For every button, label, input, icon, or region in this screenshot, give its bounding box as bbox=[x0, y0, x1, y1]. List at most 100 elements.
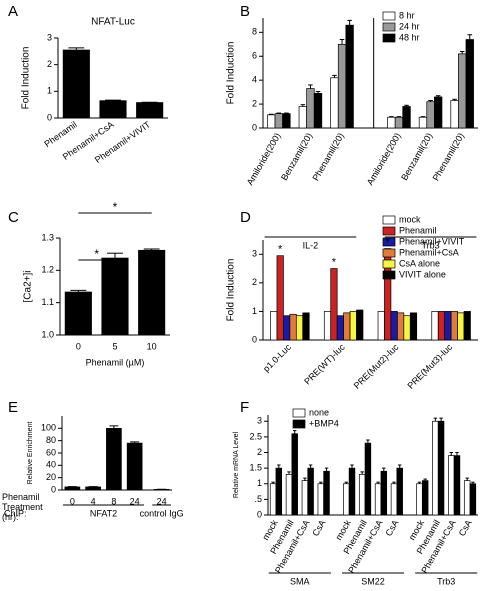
bar bbox=[458, 53, 467, 129]
bar bbox=[302, 312, 310, 341]
x-tick-label: CsA bbox=[310, 518, 327, 538]
y-tick-label: 2 bbox=[257, 447, 262, 457]
bar bbox=[291, 433, 298, 516]
y-tick-label: 1.2 bbox=[41, 265, 54, 275]
x-tick-label: 8 bbox=[111, 496, 116, 506]
y-tick-label: 0 bbox=[252, 334, 257, 344]
x-tick-label: Benzamil(20) bbox=[279, 131, 314, 182]
bar bbox=[283, 315, 291, 341]
y-tick-label: 80 bbox=[46, 435, 56, 445]
bar bbox=[387, 116, 396, 129]
y-tick-label: 3 bbox=[257, 416, 262, 426]
bar bbox=[431, 311, 439, 341]
bar bbox=[126, 442, 143, 491]
y-tick-label: 0 bbox=[252, 122, 257, 132]
bar bbox=[306, 88, 315, 129]
x-tick-label: Benzamil(20) bbox=[399, 131, 434, 182]
group-label: Trb3 bbox=[437, 576, 455, 586]
bar bbox=[348, 467, 356, 516]
bar bbox=[345, 24, 354, 129]
legend-label: 24 hr bbox=[399, 21, 420, 31]
panel-letter: B bbox=[240, 3, 250, 20]
y-tick-label: 60 bbox=[46, 447, 56, 457]
x-tick-label: Phenamil(20) bbox=[310, 131, 345, 182]
y-axis-label: Fold Induction bbox=[21, 47, 32, 110]
bar bbox=[62, 49, 90, 119]
panel-letter: A bbox=[8, 3, 18, 20]
y-tick-label: .5 bbox=[254, 494, 262, 504]
y-tick-label: 0 bbox=[47, 112, 52, 122]
legend-swatch bbox=[382, 237, 396, 247]
bar bbox=[450, 100, 459, 129]
y-tick-label: 1.5 bbox=[249, 463, 262, 473]
bar bbox=[343, 483, 350, 516]
bar bbox=[343, 312, 351, 341]
y-axis-label: Relative Enrichment bbox=[27, 422, 34, 485]
bar bbox=[397, 312, 405, 341]
x-tick-label: 0 bbox=[70, 496, 75, 506]
legend-swatch bbox=[382, 259, 396, 269]
y-axis-label: Fold Induction bbox=[226, 42, 237, 105]
significance-star: * bbox=[332, 256, 337, 268]
bar bbox=[457, 312, 465, 341]
bar bbox=[403, 315, 411, 341]
bar bbox=[295, 315, 304, 341]
bar bbox=[274, 113, 283, 129]
bar bbox=[349, 311, 357, 341]
y-tick-label: 100 bbox=[41, 423, 56, 433]
legend-label: none bbox=[309, 407, 329, 417]
legend-label: Phenamil+VIVIT bbox=[399, 236, 465, 246]
bar bbox=[421, 480, 429, 516]
legend-label: CsA alone bbox=[399, 258, 440, 268]
bar bbox=[267, 114, 276, 129]
legend-swatch bbox=[382, 248, 396, 258]
significance-star: * bbox=[94, 247, 99, 261]
y-tick-label: 1 bbox=[257, 478, 262, 488]
bar bbox=[336, 315, 344, 341]
y-axis-label: Fold Induction bbox=[226, 259, 237, 322]
x-axis-label: Phenamil (µM) bbox=[86, 357, 145, 367]
significance-star: * bbox=[278, 244, 283, 256]
bar bbox=[409, 312, 418, 341]
panel-letter: C bbox=[8, 209, 19, 226]
bar bbox=[374, 483, 382, 516]
y-tick-label: 0 bbox=[51, 484, 56, 494]
bar bbox=[437, 420, 445, 516]
bar bbox=[453, 455, 461, 516]
bar bbox=[99, 100, 127, 119]
bar bbox=[437, 311, 446, 341]
bar bbox=[64, 291, 92, 336]
y-tick-label: 2 bbox=[47, 59, 52, 69]
significance-star: * bbox=[113, 200, 118, 214]
legend-swatch bbox=[292, 408, 306, 418]
legend-swatch bbox=[382, 270, 396, 280]
bar bbox=[289, 313, 297, 341]
x-tick-label: 24 bbox=[130, 496, 140, 506]
bar bbox=[358, 474, 366, 516]
bar bbox=[396, 467, 403, 516]
bar bbox=[450, 311, 458, 341]
x-tick-label: Phenamil(20) bbox=[431, 131, 466, 182]
bar bbox=[377, 311, 385, 341]
bar bbox=[330, 77, 339, 129]
bar bbox=[275, 467, 283, 516]
legend-label: mock bbox=[399, 214, 421, 224]
legend-label: Phenamil+CsA bbox=[399, 247, 459, 257]
bar bbox=[418, 116, 428, 129]
x-tick-label: CsA bbox=[383, 518, 400, 538]
bar bbox=[298, 106, 307, 129]
legend-swatch bbox=[292, 419, 306, 429]
x-tick-label: PRE(Mut2)-luc bbox=[352, 342, 401, 391]
legend-label: 8 hr bbox=[399, 10, 415, 20]
y-tick-label: 2.5 bbox=[249, 431, 262, 441]
x-tick-label: CsA bbox=[457, 518, 474, 538]
x-tick-label: 10 bbox=[147, 341, 157, 351]
y-tick-label: 8 bbox=[252, 27, 257, 37]
y-tick-label: 1 bbox=[252, 306, 257, 316]
bar bbox=[64, 486, 81, 491]
legend-label: Phenamil bbox=[399, 225, 437, 235]
y-tick-label: 20 bbox=[46, 472, 56, 482]
bar bbox=[448, 455, 455, 516]
x-tick-label: Amiloride(200) bbox=[245, 131, 283, 187]
